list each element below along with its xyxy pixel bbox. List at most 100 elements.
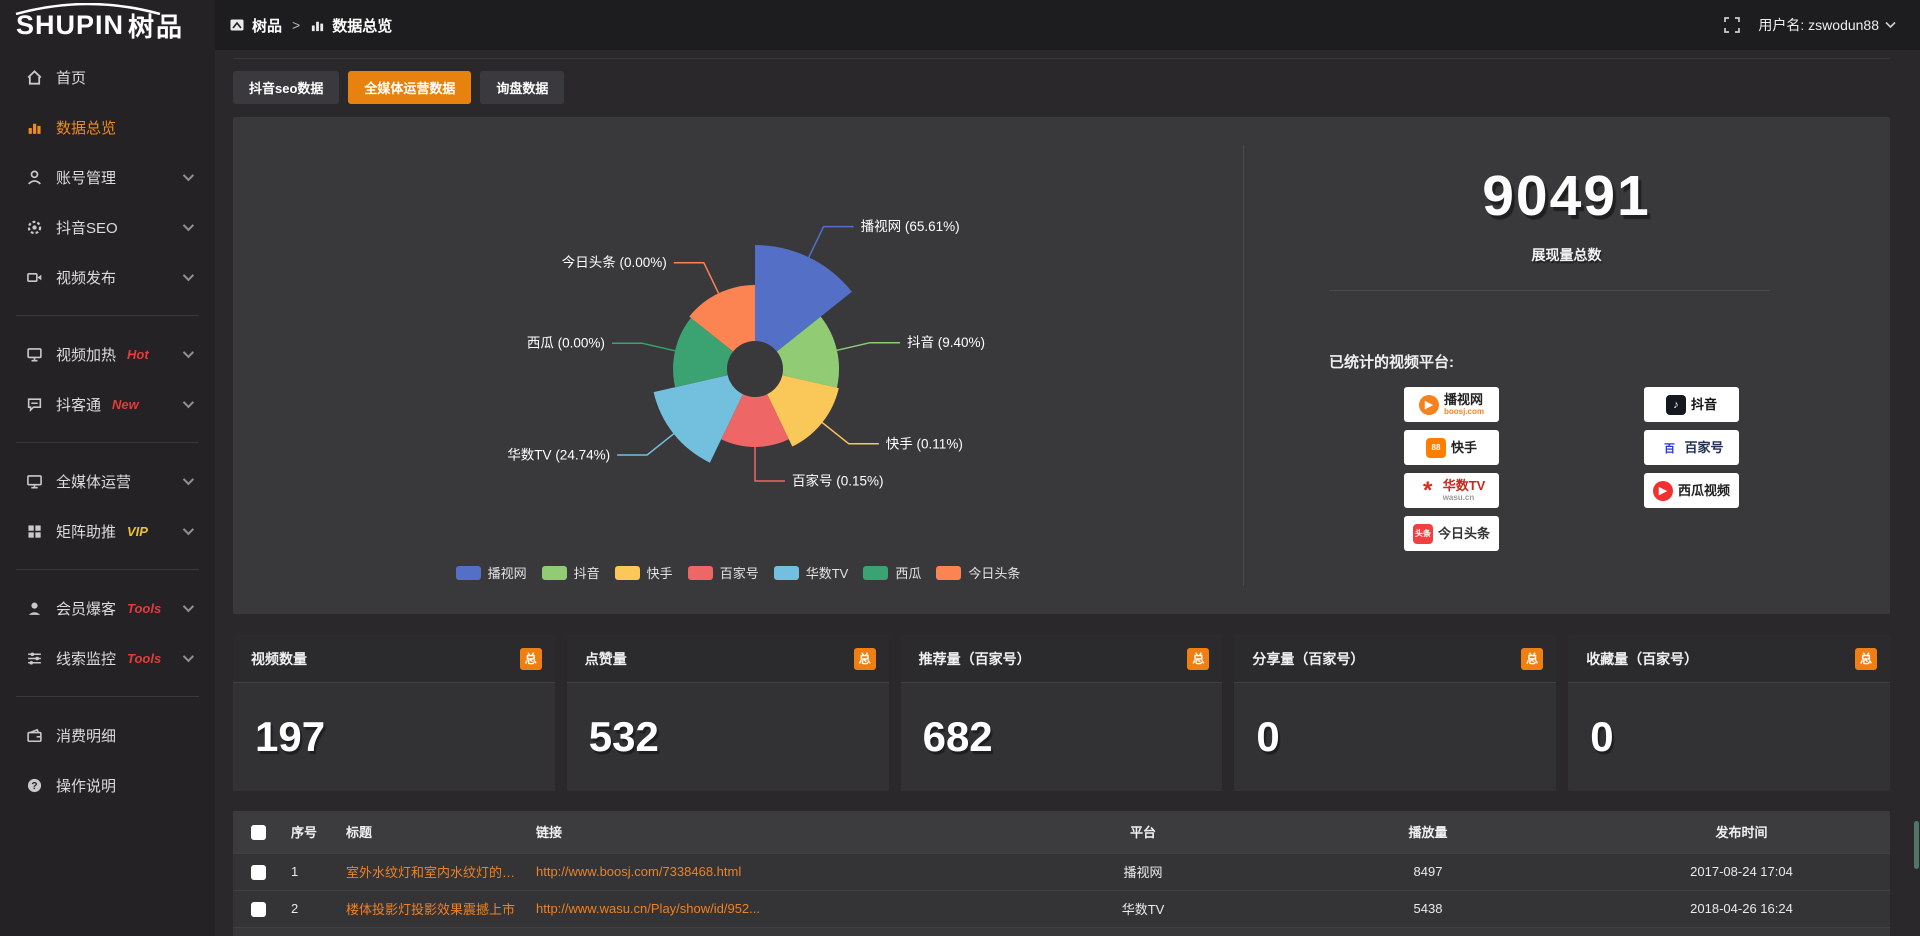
sidebar-item-11[interactable]: 线索监控 Tools — [0, 633, 215, 683]
sidebar-item-8[interactable]: 全媒体运营 — [0, 456, 215, 506]
display-icon — [26, 473, 43, 490]
cell-index: 2 — [283, 889, 338, 927]
table-header-row: 序号 标题 链接 平台 播放量 发布时间 — [233, 811, 1890, 853]
total-impressions-label: 展现量总数 — [1531, 247, 1602, 263]
platform-name: 快手 — [1450, 440, 1477, 455]
app-logo[interactable]: SHUPIN 树品 — [0, 0, 215, 50]
legend-item-播视网[interactable]: 播视网 — [455, 563, 527, 582]
stat-card-body: 197 — [233, 683, 555, 791]
user-menu[interactable]: 用户名: zswodun88 — [1758, 15, 1896, 35]
sidebar-item-7[interactable]: 抖客通 New — [0, 379, 215, 429]
legend-swatch — [614, 565, 640, 580]
table-body: 1 室外水纹灯和室内水纹灯的区别和简介 http://www.boosj.com… — [233, 852, 1890, 936]
sidebar-item-9[interactable]: 矩阵助推 VIP — [0, 506, 215, 556]
sidebar-item-5[interactable]: 视频发布 — [0, 252, 215, 302]
platform-badge-text: 百家号 — [1684, 441, 1723, 454]
chevron-down-icon — [182, 523, 195, 536]
pie-slice-百家号[interactable] — [721, 369, 789, 448]
home-icon — [26, 69, 43, 86]
tab-1[interactable]: 抖音seo数据 — [233, 71, 340, 104]
legend-swatch — [863, 565, 889, 580]
username-label: 用户名: zswodun88 — [1758, 17, 1879, 33]
platform-badge-column-2: ♪ 抖音百百家号 ▶ 西瓜视频 — [1644, 387, 1739, 551]
logo-arc-icon — [15, 3, 161, 15]
cell-title[interactable]: 室外水纹灯和室内水纹灯的区别和简介 — [338, 852, 528, 890]
platform-badge-text: 播视网 boosj.com — [1444, 393, 1484, 416]
row-checkbox[interactable] — [250, 901, 266, 917]
stat-card-2: 点赞量 总 532 — [566, 635, 889, 791]
header-divider — [233, 58, 1890, 59]
platform-badge-抖音: ♪ 抖音 — [1644, 387, 1739, 422]
breadcrumb: 树品 > 数据总览 — [229, 15, 392, 36]
tab-3[interactable]: 询盘数据 — [480, 71, 565, 104]
bar-chart-icon — [26, 119, 43, 136]
select-all-checkbox[interactable] — [250, 824, 266, 840]
sidebar-item-6[interactable]: 视频加热 Hot — [0, 329, 215, 379]
legend-item-抖音[interactable]: 抖音 — [541, 563, 600, 582]
sidebar-item-label: 消费明细 — [56, 727, 117, 745]
total-badge: 总 — [1854, 647, 1877, 670]
scrollbar-thumb[interactable] — [1914, 821, 1919, 869]
question-icon: ? — [26, 777, 43, 794]
total-badge: 总 — [853, 647, 876, 670]
sidebar-item-13[interactable]: ? 操作说明 — [0, 760, 215, 810]
sidebar-item-2[interactable]: 数据总览 — [0, 102, 215, 152]
pie-label-播视网: 播视网 (65.61%) — [861, 219, 960, 234]
kuaishou-logo-icon: 88 — [1425, 437, 1446, 458]
platform-badge-text: 快手 — [1451, 441, 1477, 454]
chevron-down-icon — [182, 169, 195, 182]
legend-item-快手[interactable]: 快手 — [614, 563, 673, 582]
legend-item-今日头条[interactable]: 今日头条 — [936, 563, 1020, 582]
legend-item-西瓜[interactable]: 西瓜 — [863, 563, 921, 582]
sidebar-item-3[interactable]: 账号管理 — [0, 152, 215, 202]
cell-views: 8497 — [1263, 852, 1593, 890]
chevron-down-icon — [182, 650, 195, 663]
sidebar-item-badge: VIP — [127, 523, 148, 539]
stat-card-title: 推荐量（百家号） — [918, 650, 1031, 667]
column-header-平台: 平台 — [1023, 811, 1263, 853]
data-tabs: 抖音seo数据 全媒体运营数据 询盘数据 — [233, 71, 1890, 104]
gear-icon — [26, 219, 43, 236]
column-header-播放量: 播放量 — [1263, 811, 1593, 853]
sidebar-item-4[interactable]: 抖音SEO — [0, 202, 215, 252]
breadcrumb-home[interactable]: 树品 — [252, 17, 283, 35]
stat-card-3: 推荐量（百家号） 总 682 — [900, 635, 1223, 791]
pie-label-抖音: 抖音 (9.40%) — [907, 334, 985, 350]
platforms-label: 已统计的视频平台: — [1329, 354, 1454, 371]
sidebar: SHUPIN 树品 首页 数据总览 账号管理 抖音SEO 视频发布视频加热 Hot 抖客通 N… — [0, 0, 215, 936]
legend-item-百家号[interactable]: 百家号 — [687, 563, 759, 582]
platform-badge-百家号: 百百家号 — [1644, 430, 1739, 465]
pie-slice-华数TV[interactable] — [653, 369, 755, 463]
column-header-标题: 标题 — [338, 811, 528, 853]
fullscreen-icon[interactable] — [1724, 17, 1741, 33]
cell-link[interactable]: http://www.boosj.com/7338468.html — [528, 852, 1023, 890]
stat-cards: 视频数量 总 197 点赞量 总 532 推荐量（百家号） 总 682 分享量（… — [233, 635, 1890, 791]
cell-title[interactable]: 楼体投影灯投影效果震撼上市 — [338, 889, 528, 927]
row-checkbox[interactable] — [250, 864, 266, 880]
tab-2[interactable]: 全媒体运营数据 — [348, 71, 472, 104]
cell-platform: 华数TV — [1023, 889, 1263, 927]
chart-panel: 播视网 (65.61%) 抖音 (9.40%) 快手 (0.11%) 百家号 (0.1… — [233, 117, 1890, 614]
pie-slice-快手[interactable] — [755, 369, 839, 447]
pie-slice-播视网[interactable] — [755, 245, 852, 369]
sidebar-item-10[interactable]: 会员爆客 Tools — [0, 583, 215, 633]
platform-name: 百家号 — [1684, 440, 1724, 455]
platform-name: 播视网 — [1443, 392, 1483, 407]
legend-swatch — [541, 565, 567, 580]
video-icon — [26, 269, 43, 286]
pie-label-line — [673, 261, 720, 294]
sidebar-item-badge: New — [112, 396, 139, 412]
sidebar-item-1[interactable]: 首页 — [0, 52, 215, 102]
pie-center-hole — [727, 341, 783, 397]
stat-card-header: 视频数量 总 — [233, 635, 555, 683]
stat-card-body: 682 — [901, 683, 1223, 791]
chevron-down-icon — [182, 269, 195, 282]
sidebar-item-12[interactable]: 消费明细 — [0, 710, 215, 760]
legend-item-华数TV[interactable]: 华数TV — [773, 563, 848, 582]
stat-card-4: 分享量（百家号） 总 0 — [1234, 635, 1557, 791]
sidebar-item-label: 线索监控 — [56, 650, 117, 668]
cell-link[interactable]: http://www.wasu.cn/Play/show/id/952... — [528, 889, 1023, 927]
chevron-down-icon — [182, 473, 195, 486]
cell-platform: 播视网 — [1023, 852, 1263, 890]
